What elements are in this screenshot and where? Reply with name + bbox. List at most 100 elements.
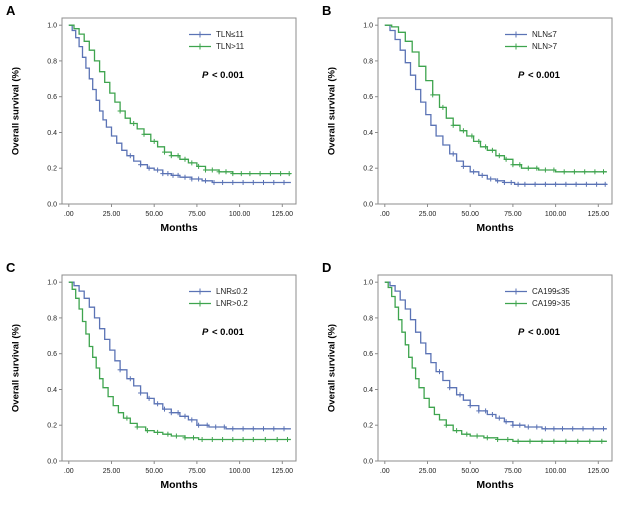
legend-label: LNR>0.2 xyxy=(216,298,248,308)
legend: LNR≤0.2 LNR>0.2 xyxy=(188,285,248,309)
p-symbol: P xyxy=(518,70,525,81)
survival-curve xyxy=(384,24,607,185)
x-tick-label: 25.00 xyxy=(103,211,121,218)
legend-label: LNR≤0.2 xyxy=(216,286,248,296)
y-axis-title: Overall survival (%) xyxy=(10,66,22,156)
y-tick-label: 0.4 xyxy=(47,130,57,137)
plot-border xyxy=(61,17,297,205)
survival-curve xyxy=(68,24,291,175)
p-value: P < 0.001 xyxy=(202,327,244,338)
km-panel-b: B Overall survival (%) .00 25.00 50.00 75.0… xyxy=(316,0,633,257)
legend-label: NLN>7 xyxy=(532,41,558,51)
y-tick-label: 0.4 xyxy=(363,130,373,137)
y-axis-title: Overall survival (%) xyxy=(10,323,22,413)
x-axis-title: Months xyxy=(476,479,514,491)
legend-swatch-green xyxy=(189,43,211,49)
legend: NLN≤7 NLN>7 xyxy=(504,28,557,52)
x-tick-label: 125.00 xyxy=(272,211,294,218)
legend-label: NLN≤7 xyxy=(532,29,557,39)
plot-border xyxy=(377,274,613,462)
x-tick-label: .00 xyxy=(64,211,74,218)
p-symbol: P xyxy=(202,327,209,338)
y-tick-label: 0.6 xyxy=(47,351,57,358)
x-tick-label: 100.00 xyxy=(229,468,251,475)
p-text: < 0.001 xyxy=(209,327,244,338)
y-tick-label: 0.2 xyxy=(47,423,57,430)
legend-item: NLN≤7 xyxy=(504,28,557,40)
panel-label-a: A xyxy=(6,3,16,18)
legend-swatch-blue xyxy=(505,288,527,294)
y-tick-label: 1.0 xyxy=(363,23,373,30)
y-tick-label: 0.8 xyxy=(363,58,373,65)
p-value: P < 0.001 xyxy=(518,327,560,338)
x-tick-label: 25.00 xyxy=(103,468,121,475)
y-tick-label: 0.0 xyxy=(47,459,57,466)
x-tick-label: 25.00 xyxy=(419,211,437,218)
x-tick-label: 50.00 xyxy=(145,211,163,218)
survival-curve xyxy=(68,281,291,430)
x-tick-label: .00 xyxy=(64,468,74,475)
p-value: P < 0.001 xyxy=(202,70,244,81)
x-tick-label: 50.00 xyxy=(461,468,479,475)
legend-swatch-blue xyxy=(189,288,211,294)
p-text: < 0.001 xyxy=(525,327,560,338)
x-tick-label: .00 xyxy=(380,211,390,218)
panel-label-d: D xyxy=(322,260,332,275)
legend-item: LNR>0.2 xyxy=(188,297,248,309)
y-tick-label: 0.4 xyxy=(363,387,373,394)
y-tick-label: 0.0 xyxy=(363,202,373,209)
p-symbol: P xyxy=(202,70,209,81)
x-tick-label: 100.00 xyxy=(545,468,567,475)
y-tick-label: 0.6 xyxy=(47,94,57,101)
y-tick-label: 0.8 xyxy=(47,315,57,322)
km-panel-c: C Overall survival (%) .00 25.00 50.00 75.0… xyxy=(0,257,316,515)
x-tick-label: 125.00 xyxy=(272,468,294,475)
x-tick-label: 50.00 xyxy=(461,211,479,218)
x-tick-label: 100.00 xyxy=(545,211,567,218)
legend-swatch-green xyxy=(505,300,527,306)
x-tick-label: 125.00 xyxy=(588,468,610,475)
legend-label: TLN≤11 xyxy=(216,29,244,39)
km-plot-d: .00 25.00 50.00 75.00 100.00 125.00 0.0 0.2 0.4 0… xyxy=(363,274,613,475)
km-plot-c: .00 25.00 50.00 75.00 100.00 125.00 0.0 0.2 0.4 0… xyxy=(47,274,297,475)
km-panel-a: A Overall survival (%) .00 25.00 50.00 75.0… xyxy=(0,0,316,257)
legend-item: CA199≤35 xyxy=(504,285,570,297)
plot-border xyxy=(61,274,297,462)
y-tick-label: 1.0 xyxy=(47,280,57,287)
y-tick-label: 1.0 xyxy=(47,23,57,30)
x-axis-title: Months xyxy=(476,222,514,234)
survival-curve xyxy=(384,281,607,430)
x-tick-label: 75.00 xyxy=(188,211,206,218)
y-axis-title: Overall survival (%) xyxy=(326,323,338,413)
legend: CA199≤35 CA199>35 xyxy=(504,285,570,309)
y-tick-label: 0.8 xyxy=(363,315,373,322)
survival-curve xyxy=(384,24,607,173)
x-tick-label: 25.00 xyxy=(419,468,437,475)
legend-swatch-blue xyxy=(505,31,527,37)
y-tick-label: 0.4 xyxy=(47,387,57,394)
x-tick-label: 100.00 xyxy=(229,211,251,218)
x-tick-label: 75.00 xyxy=(504,211,522,218)
x-axis-title: Months xyxy=(160,479,198,491)
panel-label-c: C xyxy=(6,260,16,275)
panel-label-b: B xyxy=(322,3,332,18)
y-tick-label: 1.0 xyxy=(363,280,373,287)
legend-item: NLN>7 xyxy=(504,40,557,52)
km-plot-b: .00 25.00 50.00 75.00 100.00 125.00 0.0 0.2 0.4 0… xyxy=(363,17,613,218)
y-tick-label: 0.6 xyxy=(363,94,373,101)
y-axis-title: Overall survival (%) xyxy=(326,66,338,156)
p-text: < 0.001 xyxy=(209,70,244,81)
legend-swatch-blue xyxy=(189,31,211,37)
x-tick-label: 50.00 xyxy=(145,468,163,475)
survival-curve xyxy=(68,281,291,441)
y-tick-label: 0.0 xyxy=(363,459,373,466)
p-value: P < 0.001 xyxy=(518,70,560,81)
p-symbol: P xyxy=(518,327,525,338)
legend-item: TLN>11 xyxy=(188,40,244,52)
y-tick-label: 0.0 xyxy=(47,202,57,209)
p-text: < 0.001 xyxy=(525,70,560,81)
legend-item: CA199>35 xyxy=(504,297,570,309)
y-tick-label: 0.8 xyxy=(47,58,57,65)
x-tick-label: 75.00 xyxy=(504,468,522,475)
